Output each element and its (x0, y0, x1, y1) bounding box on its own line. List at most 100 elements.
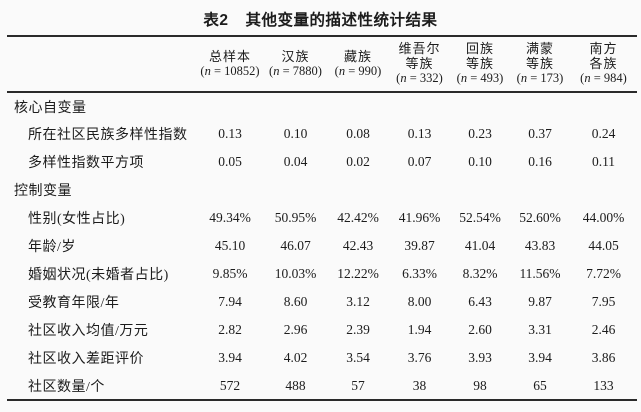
value-cell: 42.43 (342, 238, 374, 253)
column-name: 满蒙 (525, 41, 554, 56)
value-cell: 12.22% (337, 266, 379, 281)
header-row: 总样本 (n = 10852) 汉族 (n = 7880) 藏族 (n = 99… (7, 36, 637, 93)
value-cell: 49.34% (209, 210, 251, 225)
paren-open: ( (516, 71, 521, 85)
row-label: 年龄/岁 (28, 240, 76, 255)
sample-size: (n = 990) (327, 64, 389, 79)
n-value: 990 (358, 63, 378, 78)
value-cell: 3.86 (591, 350, 616, 365)
paren-close: ) (438, 71, 443, 85)
value-cell: 10.03% (274, 266, 317, 281)
value-cell: 7.94 (218, 294, 242, 309)
section-row-core-variables: 核心自变量 (7, 92, 637, 120)
n-symbol: n (520, 71, 528, 85)
header-col-southern: 南方 各族 (n = 984) (570, 36, 637, 93)
table-row-age: 年龄/岁 45.10 46.07 42.43 39.87 41.04 43.83… (7, 232, 637, 260)
equals-sign: = (210, 63, 225, 78)
value-cell: 0.23 (468, 126, 492, 141)
equals-sign: = (345, 63, 359, 78)
value-cell: 50.95% (274, 210, 317, 225)
value-cell: 45.10 (214, 238, 246, 253)
value-cell: 52.54% (459, 210, 501, 225)
value-cell: 44.05 (588, 238, 619, 253)
equals-sign: = (279, 63, 293, 78)
n-value: 493 (480, 71, 500, 85)
paren-open: ( (269, 63, 274, 78)
sample-size: (n = 173) (510, 71, 570, 86)
paren-open: ( (200, 63, 205, 78)
n-symbol: n (460, 71, 468, 85)
value-cell: 7.72% (586, 266, 621, 281)
column-name: 藏族 (343, 48, 372, 64)
n-value: 984 (603, 71, 623, 85)
value-cell: 8.60 (283, 294, 308, 309)
table-row-community-count: 社区数量/个 572 488 57 38 98 65 133 (7, 372, 637, 400)
paren-open: ( (396, 71, 401, 85)
header-col-han: 汉族 (n = 7880) (264, 36, 327, 93)
n-symbol: n (338, 63, 346, 78)
value-cell: 52.60% (519, 210, 561, 225)
table-row-diversity-index: 所在社区民族多样性指数 0.13 0.10 0.08 0.13 0.23 0.3… (7, 120, 637, 148)
column-name: 总样本 (208, 48, 251, 64)
n-value: 10852 (224, 63, 256, 78)
paren-open: ( (456, 71, 461, 85)
paren-close: ) (255, 63, 260, 78)
value-cell: 0.13 (407, 126, 432, 141)
value-cell: 3.12 (346, 294, 370, 309)
paren-open: ( (334, 63, 339, 78)
value-cell: 44.00% (582, 210, 625, 225)
value-cell: 0.10 (468, 154, 492, 169)
value-cell: 0.10 (283, 126, 308, 141)
value-cell: 3.76 (407, 350, 432, 365)
row-label: 所在社区民族多样性指数 (28, 128, 188, 143)
row-label: 社区收入差距评价 (28, 352, 144, 367)
paren-close: ) (317, 63, 322, 78)
value-cell: 2.46 (591, 322, 616, 337)
value-cell: 0.05 (218, 154, 242, 169)
n-symbol: n (584, 71, 591, 85)
value-cell: 3.54 (346, 350, 370, 365)
sample-size: (n = 10852) (196, 64, 264, 79)
n-value: 173 (540, 71, 560, 85)
n-value: 7880 (292, 63, 318, 78)
value-cell: 3.94 (528, 350, 552, 365)
value-cell: 0.02 (346, 154, 370, 169)
value-cell: 2.96 (283, 322, 308, 337)
value-cell: 7.95 (591, 294, 616, 309)
value-cell: 572 (219, 377, 241, 393)
value-cell: 6.43 (468, 294, 492, 309)
header-col-manchu-mongol: 满蒙 等族 (n = 173) (510, 36, 570, 93)
value-cell: 39.87 (404, 238, 435, 253)
table-title-text: 其他变量的描述性统计结果 (245, 12, 438, 29)
value-cell: 0.37 (528, 126, 552, 141)
table-row-diversity-squared: 多样性指数平方项 0.05 0.04 0.02 0.07 0.10 0.16 0… (7, 148, 637, 176)
value-cell: 57 (351, 377, 365, 393)
row-label: 性别(女性占比) (28, 212, 126, 227)
column-name: 汉族 (281, 48, 310, 64)
paren-open: ( (580, 71, 585, 85)
value-cell: 2.82 (218, 322, 242, 337)
header-col-hui: 回族 等族 (n = 493) (450, 36, 510, 93)
value-cell: 4.02 (283, 350, 308, 365)
table-row-income-gap-evaluation: 社区收入差距评价 3.94 4.02 3.54 3.76 3.93 3.94 3… (7, 344, 637, 372)
value-cell: 0.24 (591, 126, 616, 141)
value-cell: 1.94 (407, 322, 432, 337)
value-cell: 3.31 (528, 322, 552, 337)
value-cell: 38 (412, 377, 427, 393)
column-name-line2: 等族 (525, 56, 554, 71)
value-cell: 133 (593, 377, 614, 393)
row-label: 受教育年限/年 (28, 296, 120, 311)
value-cell: 3.93 (468, 350, 492, 365)
n-symbol: n (400, 71, 407, 85)
value-cell: 9.87 (528, 294, 552, 309)
table-row-marital-status: 婚姻状况(未婚者占比) 9.85% 10.03% 12.22% 6.33% 8.… (7, 260, 637, 288)
paren-close: ) (377, 63, 382, 78)
statistics-table: 总样本 (n = 10852) 汉族 (n = 7880) 藏族 (n = 99… (7, 35, 637, 401)
table-row-education-years: 受教育年限/年 7.94 8.60 3.12 8.00 6.43 9.87 7.… (7, 288, 637, 316)
section-label: 控制变量 (14, 184, 72, 199)
column-name: 回族 (465, 41, 494, 56)
column-name: 南方 (589, 41, 618, 56)
header-col-total-sample: 总样本 (n = 10852) (196, 36, 264, 93)
value-cell: 0.13 (218, 126, 242, 141)
value-cell: 42.42% (337, 210, 379, 225)
